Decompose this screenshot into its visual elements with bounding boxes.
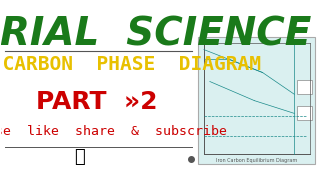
Text: MATERIAL  SCIENCE: MATERIAL SCIENCE (0, 15, 311, 54)
Text: 🔥: 🔥 (74, 148, 84, 166)
Text: Please  like  share  &  subscribe: Please like share & subscribe (0, 125, 227, 138)
FancyBboxPatch shape (198, 37, 316, 165)
FancyBboxPatch shape (297, 106, 312, 120)
Text: PART  »2: PART »2 (36, 90, 157, 114)
FancyBboxPatch shape (297, 80, 312, 94)
Text: Iron Carbon Equilibrium Diagram: Iron Carbon Equilibrium Diagram (216, 158, 297, 163)
Text: IRON  CARBON  PHASE  DIAGRAM: IRON CARBON PHASE DIAGRAM (0, 55, 261, 74)
